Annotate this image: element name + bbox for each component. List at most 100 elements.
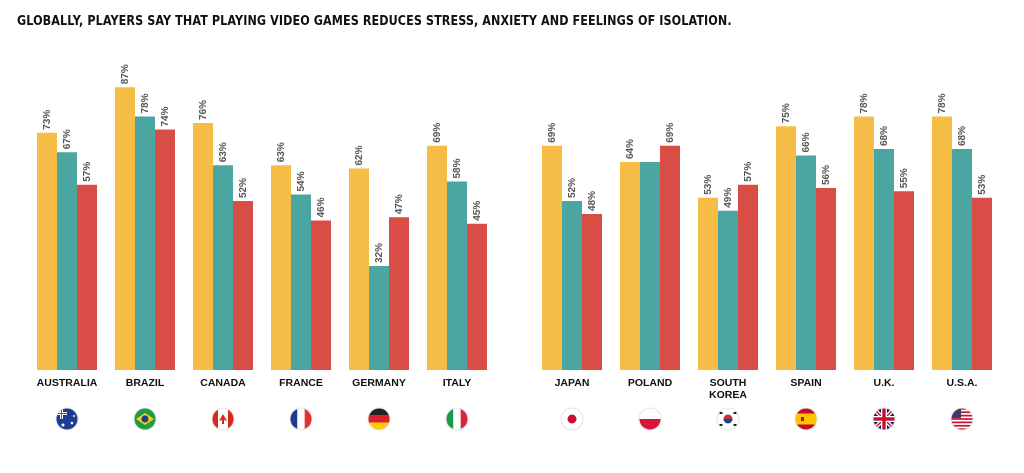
bar-italy-series-3 bbox=[467, 223, 487, 370]
bar-u-s-a-series-3 bbox=[972, 197, 992, 370]
bar-u-k-series-3 bbox=[894, 191, 914, 370]
bar-value-label: 62% bbox=[354, 145, 365, 165]
usa-flag-icon bbox=[950, 407, 974, 431]
bar-group-spain: 75% 66% 56% SPAIN bbox=[776, 103, 836, 389]
brazil-flag-icon bbox=[133, 407, 157, 431]
bar-value-label: 52% bbox=[238, 178, 249, 198]
bar-value-label: 78% bbox=[859, 93, 870, 113]
bar-france-series-1 bbox=[271, 165, 291, 370]
bar-canada-series-1 bbox=[193, 123, 213, 370]
category-label-brazil: BRAZIL bbox=[126, 377, 165, 389]
bar-spain-series-2 bbox=[796, 155, 816, 370]
bar-japan-series-1 bbox=[542, 145, 562, 370]
bar-value-label: 57% bbox=[82, 162, 93, 182]
bar-italy-series-2 bbox=[447, 181, 467, 370]
uk-flag-icon bbox=[872, 407, 896, 431]
bar-france-series-3 bbox=[311, 220, 331, 370]
bar-value-label: 45% bbox=[472, 201, 483, 221]
bar-value-label: 69% bbox=[432, 123, 443, 143]
canada-flag-icon bbox=[211, 407, 235, 431]
bar-value-label: 69% bbox=[547, 123, 558, 143]
category-label-u-k: U.K. bbox=[874, 377, 895, 389]
bar-south-korea-series-2 bbox=[718, 210, 738, 370]
bar-value-label: 68% bbox=[879, 126, 890, 146]
bar-value-label: 63% bbox=[218, 142, 229, 162]
bar-value-label: 32% bbox=[374, 243, 385, 263]
bar-value-label: 49% bbox=[723, 188, 734, 208]
bar-japan-series-3 bbox=[582, 214, 602, 370]
bar-value-label: 64% bbox=[625, 139, 636, 159]
bar-group-canada: 76% 63% 52% CANADA bbox=[193, 100, 253, 389]
bar-japan-series-2 bbox=[562, 201, 582, 370]
bar-value-label: 66% bbox=[801, 132, 812, 152]
category-label-spain: SPAIN bbox=[790, 377, 821, 389]
bar-value-label: 68% bbox=[957, 126, 968, 146]
bar-value-label: 48% bbox=[587, 191, 598, 211]
bar-value-label: 53% bbox=[703, 175, 714, 195]
category-label-germany: GERMANY bbox=[352, 377, 406, 389]
category-label-canada: CANADA bbox=[200, 377, 246, 389]
bar-group-south-korea: 53% 49% 57% SOUTH KOREA bbox=[698, 162, 758, 401]
poland-flag-icon bbox=[638, 407, 662, 431]
spain-flag-icon bbox=[794, 407, 818, 431]
bar-brazil-series-3 bbox=[155, 129, 175, 370]
bar-australia-series-1 bbox=[37, 132, 57, 370]
bar-value-label: 55% bbox=[899, 168, 910, 188]
bar-group-poland: 64% 69% POLAND bbox=[620, 123, 680, 389]
bar-group-brazil: 87% 78% 74% BRAZIL bbox=[115, 64, 175, 389]
bar-value-label: 78% bbox=[937, 93, 948, 113]
bar-spain-series-3 bbox=[816, 188, 836, 370]
bar-group-u-k: 78% 68% 55% U.K. bbox=[854, 93, 914, 389]
france-flag-icon bbox=[289, 407, 313, 431]
bar-italy-series-1 bbox=[427, 145, 447, 370]
bar-canada-series-2 bbox=[213, 165, 233, 370]
bar-value-label: 46% bbox=[316, 197, 327, 217]
germany-flag-icon bbox=[367, 407, 391, 431]
japan-flag-icon bbox=[560, 407, 584, 431]
bar-brazil-series-2 bbox=[135, 116, 155, 370]
chart-title: GLOBALLY, PLAYERS SAY THAT PLAYING VIDEO… bbox=[17, 14, 732, 29]
bar-value-label: 52% bbox=[567, 178, 578, 198]
category-label-u-s-a: U.S.A. bbox=[947, 377, 978, 389]
bar-value-label: 74% bbox=[160, 106, 171, 126]
bar-group-australia: 73% 67% 57% AUSTRALIA bbox=[37, 110, 98, 389]
bar-canada-series-3 bbox=[233, 201, 253, 370]
bar-u-k-series-1 bbox=[854, 116, 874, 370]
bar-u-s-a-series-2 bbox=[952, 149, 972, 370]
bar-u-s-a-series-1 bbox=[932, 116, 952, 370]
bar-brazil-series-1 bbox=[115, 87, 135, 370]
category-label-australia: AUSTRALIA bbox=[37, 377, 98, 389]
bar-group-germany: 62% 32% 47% GERMANY bbox=[349, 145, 409, 389]
italy-flag-icon bbox=[445, 407, 469, 431]
bar-south-korea-series-1 bbox=[698, 197, 718, 370]
bar-poland-series-2 bbox=[640, 162, 660, 370]
bar-value-label: 87% bbox=[120, 64, 131, 84]
bar-germany-series-1 bbox=[349, 168, 369, 370]
bar-u-k-series-2 bbox=[874, 149, 894, 370]
bar-value-label: 76% bbox=[198, 100, 209, 120]
bar-value-label: 56% bbox=[821, 165, 832, 185]
south-korea-flag-icon bbox=[716, 407, 740, 431]
bar-value-label: 54% bbox=[296, 171, 307, 191]
category-label-poland: POLAND bbox=[628, 377, 673, 389]
bar-value-label: 63% bbox=[276, 142, 287, 162]
bar-value-label: 47% bbox=[394, 194, 405, 214]
bar-poland-series-1 bbox=[620, 162, 640, 370]
bar-value-label: 57% bbox=[743, 162, 754, 182]
bar-value-label: 67% bbox=[62, 129, 73, 149]
bar-germany-series-3 bbox=[389, 217, 409, 370]
bar-australia-series-2 bbox=[57, 152, 77, 370]
category-label-italy: ITALY bbox=[443, 377, 472, 389]
category-label-south-korea: SOUTH KOREA bbox=[709, 377, 747, 401]
bar-value-label: 58% bbox=[452, 158, 463, 178]
bar-poland-series-3 bbox=[660, 145, 680, 370]
bar-group-italy: 69% 58% 45% ITALY bbox=[427, 123, 487, 389]
bar-value-label: 78% bbox=[140, 93, 151, 113]
bar-value-label: 53% bbox=[977, 175, 988, 195]
bar-value-label: 73% bbox=[42, 110, 53, 130]
category-label-france: FRANCE bbox=[279, 377, 323, 389]
category-label-japan: JAPAN bbox=[555, 377, 590, 389]
australia-flag-icon bbox=[55, 407, 79, 431]
bar-value-label: 75% bbox=[781, 103, 792, 123]
